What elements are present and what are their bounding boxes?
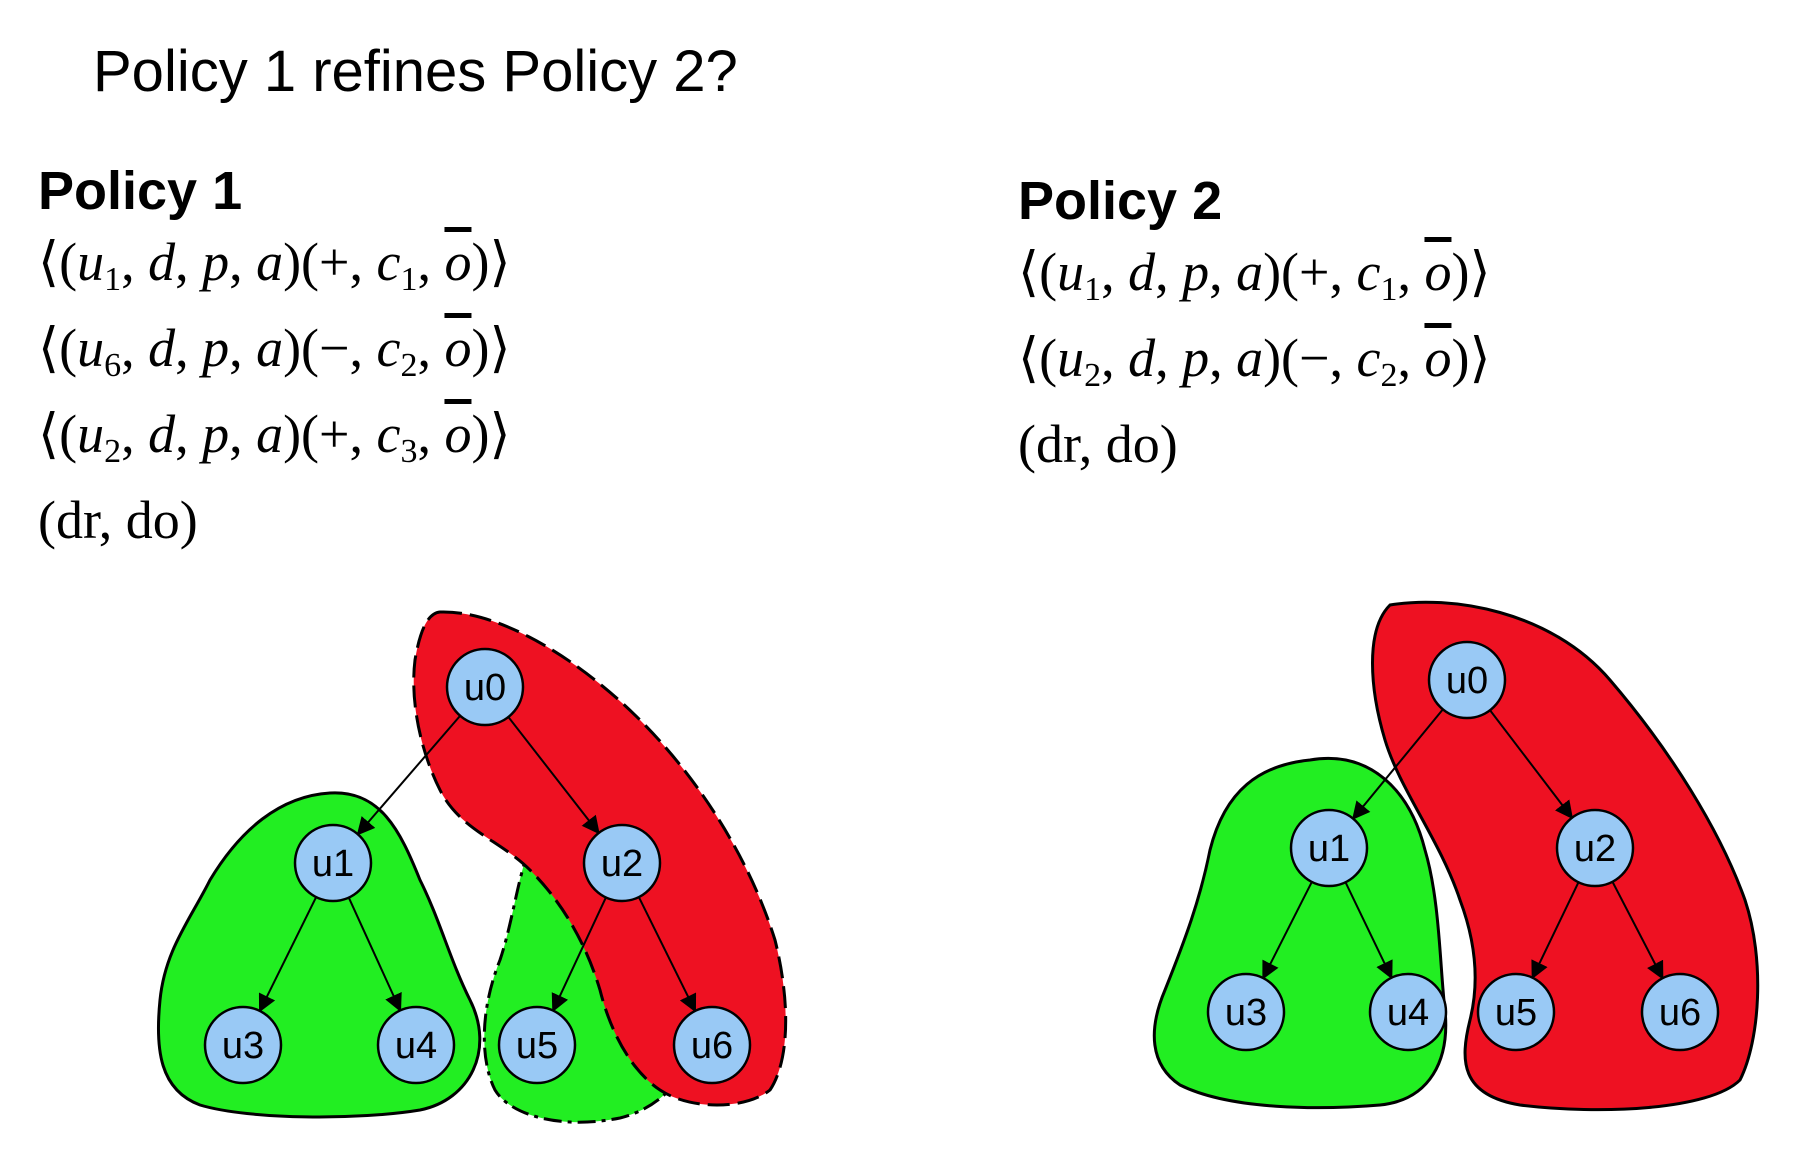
policy-2-title: Policy 2 [1018, 171, 1223, 231]
graph-2-node-circle [1206, 972, 1286, 1052]
policy-1-title: Policy 1 [38, 161, 243, 221]
policy-1-defaults: (dr, do) [38, 490, 198, 550]
graph-1-node-u4: u4 [376, 1005, 456, 1085]
graph-2-edge-u1-u3 [1262, 881, 1313, 980]
graph-2-edge-u0-u2 [1489, 709, 1574, 820]
graph-1-node-label: u6 [691, 1025, 733, 1067]
graph-2-node-label: u3 [1225, 992, 1267, 1034]
graph-1-node-label: u5 [516, 1025, 558, 1067]
graph-2-node-label: u5 [1495, 992, 1537, 1034]
policy-2: Policy 2 ⟨(u1, d, p, a)(+, c1, o)⟩ ⟨(u2,… [1018, 170, 1491, 478]
graph-1-edge-u2-u5 [551, 897, 607, 1013]
graph-1-node-circle [203, 1005, 283, 1085]
graph-2-node-circle [1555, 808, 1635, 888]
graph-2-node-u1: u1 [1289, 808, 1369, 888]
graph-2-node-circle [1289, 808, 1369, 888]
graph-2-edge-u1-u4 [1344, 881, 1393, 980]
graph-1-node-u2: u2 [582, 823, 662, 903]
graph-1-node-u5: u5 [497, 1005, 577, 1085]
policy-2-defaults: (dr, do) [1018, 414, 1178, 474]
graph-2-node-label: u4 [1387, 992, 1429, 1034]
permit-region-u1-2 [1152, 757, 1448, 1110]
graph-1-node-circle [445, 647, 525, 727]
policy-1: Policy 1 ⟨(u1, d, p, a)(+, c1, o)⟩ ⟨(u6,… [38, 160, 511, 554]
graph-2-node-u6: u6 [1640, 972, 1720, 1052]
graph-1-edge-u0-u1 [356, 715, 461, 836]
graph-1-nodes: u0 u1 u2 u3 u4 u5 u6 [203, 647, 752, 1085]
graph-1-node-circle [293, 823, 373, 903]
graph-2-node-u4: u4 [1368, 972, 1448, 1052]
graph-2-node-label: u6 [1659, 992, 1701, 1034]
graph-1-edges [258, 715, 697, 1013]
policy-2-rule: ⟨(u2, d, p, a)(−, c2, o)⟩ [1018, 328, 1491, 394]
graph-2-node-u3: u3 [1206, 972, 1286, 1052]
graph-2-node-u0: u0 [1427, 640, 1507, 720]
graph-1-node-u6: u6 [672, 1005, 752, 1085]
graph-2-node-u5: u5 [1476, 972, 1556, 1052]
graph-1-node-circle [582, 823, 662, 903]
graph-2-node-circle [1427, 640, 1507, 720]
policy-1-rule: ⟨(u1, d, p, a)(+, c1, o)⟩ [38, 232, 511, 298]
graph-2-edge-u2-u5 [1531, 881, 1580, 980]
graph-1-edge-u1-u4 [347, 897, 402, 1013]
graph-2-node-circle [1640, 972, 1720, 1052]
graph-1-edge-u2-u6 [637, 896, 697, 1013]
graph-1-node-label: u2 [601, 843, 643, 885]
graph-2-edges [1262, 708, 1664, 980]
graph-1-node-u0: u0 [445, 647, 525, 727]
policy-1-rule: ⟨(u2, d, p, a)(+, c3, o)⟩ [38, 404, 511, 470]
graph-2-node-label: u2 [1574, 828, 1616, 870]
graph-2-edge-u2-u6 [1611, 881, 1664, 980]
graph-1-node-label: u3 [222, 1025, 264, 1067]
graph-2-edge-u0-u1 [1351, 708, 1444, 821]
graph-1-edge-u1-u3 [258, 896, 318, 1013]
question-title: Policy 1 refines Policy 2? [93, 39, 738, 104]
graph-2-node-u2: u2 [1555, 808, 1635, 888]
graph-1-node-circle [497, 1005, 577, 1085]
graph-1-node-label: u4 [395, 1025, 437, 1067]
policy-1-rule: ⟨(u6, d, p, a)(−, c2, o)⟩ [38, 318, 511, 384]
graph-2-node-circle [1368, 972, 1448, 1052]
graph-2-node-label: u1 [1308, 828, 1350, 870]
graph-1-node-circle [672, 1005, 752, 1085]
graph-1-node-u1: u1 [293, 823, 373, 903]
graph-1-node-label: u0 [464, 667, 506, 709]
graph-2-node-circle [1476, 972, 1556, 1052]
graph-1-node-u3: u3 [203, 1005, 283, 1085]
graph-1-edge-u0-u2 [507, 716, 600, 835]
policy-2-rule: ⟨(u1, d, p, a)(+, c1, o)⟩ [1018, 242, 1491, 308]
graph-1-node-circle [376, 1005, 456, 1085]
graph-2-node-label: u0 [1446, 660, 1488, 702]
graph-1-node-label: u1 [312, 843, 354, 885]
graph-2-nodes: u0 u1 u2 u3 u4 u5 u6 [1206, 640, 1720, 1052]
